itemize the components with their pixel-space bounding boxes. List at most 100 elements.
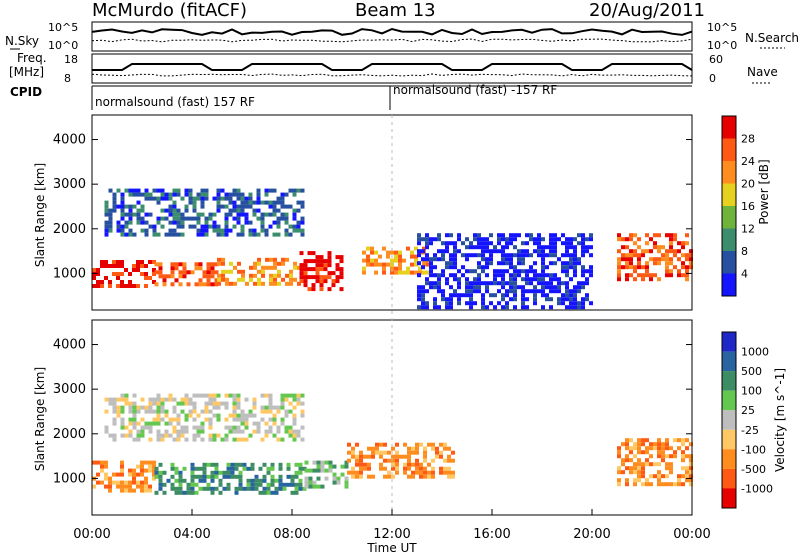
data-cell xyxy=(300,232,305,237)
data-cell xyxy=(218,478,223,483)
data-cell xyxy=(665,253,669,258)
data-cell xyxy=(270,490,275,495)
data-cell xyxy=(421,297,425,302)
data-cell xyxy=(160,401,165,406)
data-cell xyxy=(513,289,517,294)
data-cell xyxy=(174,486,179,491)
data-cell xyxy=(170,486,175,491)
data-cell xyxy=(206,462,211,467)
data-cell xyxy=(403,454,407,459)
data-cell xyxy=(120,409,125,414)
data-cell xyxy=(268,409,273,414)
data-cell xyxy=(573,237,577,242)
data-cell xyxy=(323,275,328,280)
data-cell xyxy=(489,253,493,258)
data-cell xyxy=(629,273,633,278)
data-cell xyxy=(280,200,285,205)
data-cell xyxy=(573,257,577,262)
data-cell xyxy=(217,257,221,262)
data-cell xyxy=(509,241,513,246)
data-cell xyxy=(382,270,386,275)
data-cell xyxy=(300,425,305,430)
data-cell xyxy=(272,204,277,209)
data-cell xyxy=(217,273,221,278)
data-cell xyxy=(525,253,529,258)
data-cell xyxy=(617,265,621,270)
data-cell xyxy=(421,289,425,294)
data-cell xyxy=(395,466,399,471)
data-cell xyxy=(136,220,141,225)
data-cell xyxy=(241,269,245,274)
data-cell xyxy=(398,258,402,263)
data-cell xyxy=(386,254,390,259)
data-cell xyxy=(128,272,132,276)
data-cell xyxy=(184,216,189,221)
data-cell xyxy=(260,228,265,233)
data-cell xyxy=(192,200,197,205)
data-cell xyxy=(220,188,225,193)
data-cell xyxy=(649,273,653,278)
data-cell xyxy=(284,192,289,197)
data-cell xyxy=(374,270,378,275)
data-cell xyxy=(248,204,253,209)
data-cell xyxy=(477,233,481,238)
data-cell xyxy=(156,409,161,414)
data-cell xyxy=(120,421,125,426)
data-cell xyxy=(669,249,673,254)
data-cell xyxy=(210,474,215,479)
data-cell xyxy=(292,429,297,434)
data-cell xyxy=(473,285,477,290)
data-cell xyxy=(156,437,161,442)
data-cell xyxy=(198,278,203,283)
data-cell xyxy=(284,232,289,237)
data-cell xyxy=(549,305,553,310)
data-cell xyxy=(383,442,387,447)
data-cell xyxy=(188,188,193,193)
data-cell xyxy=(156,413,161,418)
data-cell xyxy=(194,262,199,267)
data-cell xyxy=(457,285,461,290)
data-cell xyxy=(425,237,429,242)
data-cell xyxy=(200,425,205,430)
data-cell xyxy=(174,266,179,271)
data-cell xyxy=(265,257,269,262)
data-cell xyxy=(297,281,301,286)
data-cell xyxy=(190,270,195,275)
data-cell xyxy=(617,478,621,483)
data-cell xyxy=(196,393,201,398)
data-cell xyxy=(505,253,509,258)
data-cell xyxy=(132,268,136,272)
data-cell xyxy=(228,208,233,213)
data-cell xyxy=(324,460,329,465)
data-cell xyxy=(497,261,501,266)
data-cell xyxy=(505,289,509,294)
data-cell xyxy=(331,283,336,288)
data-cell xyxy=(226,466,231,471)
data-cell xyxy=(233,281,237,286)
data-cell xyxy=(505,269,509,274)
data-cell xyxy=(677,257,681,262)
data-cell xyxy=(140,260,144,264)
data-cell xyxy=(537,237,541,242)
data-cell xyxy=(290,482,295,487)
data-cell xyxy=(323,259,328,264)
data-cell xyxy=(188,409,193,414)
data-cell xyxy=(517,261,521,266)
data-cell xyxy=(569,301,573,306)
freq-trace xyxy=(92,63,693,71)
data-cell xyxy=(164,216,169,221)
data-cell xyxy=(402,258,406,263)
data-cell xyxy=(292,224,297,229)
data-cell xyxy=(96,268,100,272)
data-cell xyxy=(220,204,225,209)
data-cell xyxy=(188,192,193,197)
data-cell xyxy=(441,253,445,258)
data-cell xyxy=(441,257,445,262)
data-cell xyxy=(240,196,245,201)
data-cell xyxy=(278,482,283,487)
data-cell xyxy=(565,241,569,246)
data-cell xyxy=(148,196,153,201)
data-cell xyxy=(565,305,569,310)
x-tick-label: 00:00 xyxy=(73,527,110,542)
